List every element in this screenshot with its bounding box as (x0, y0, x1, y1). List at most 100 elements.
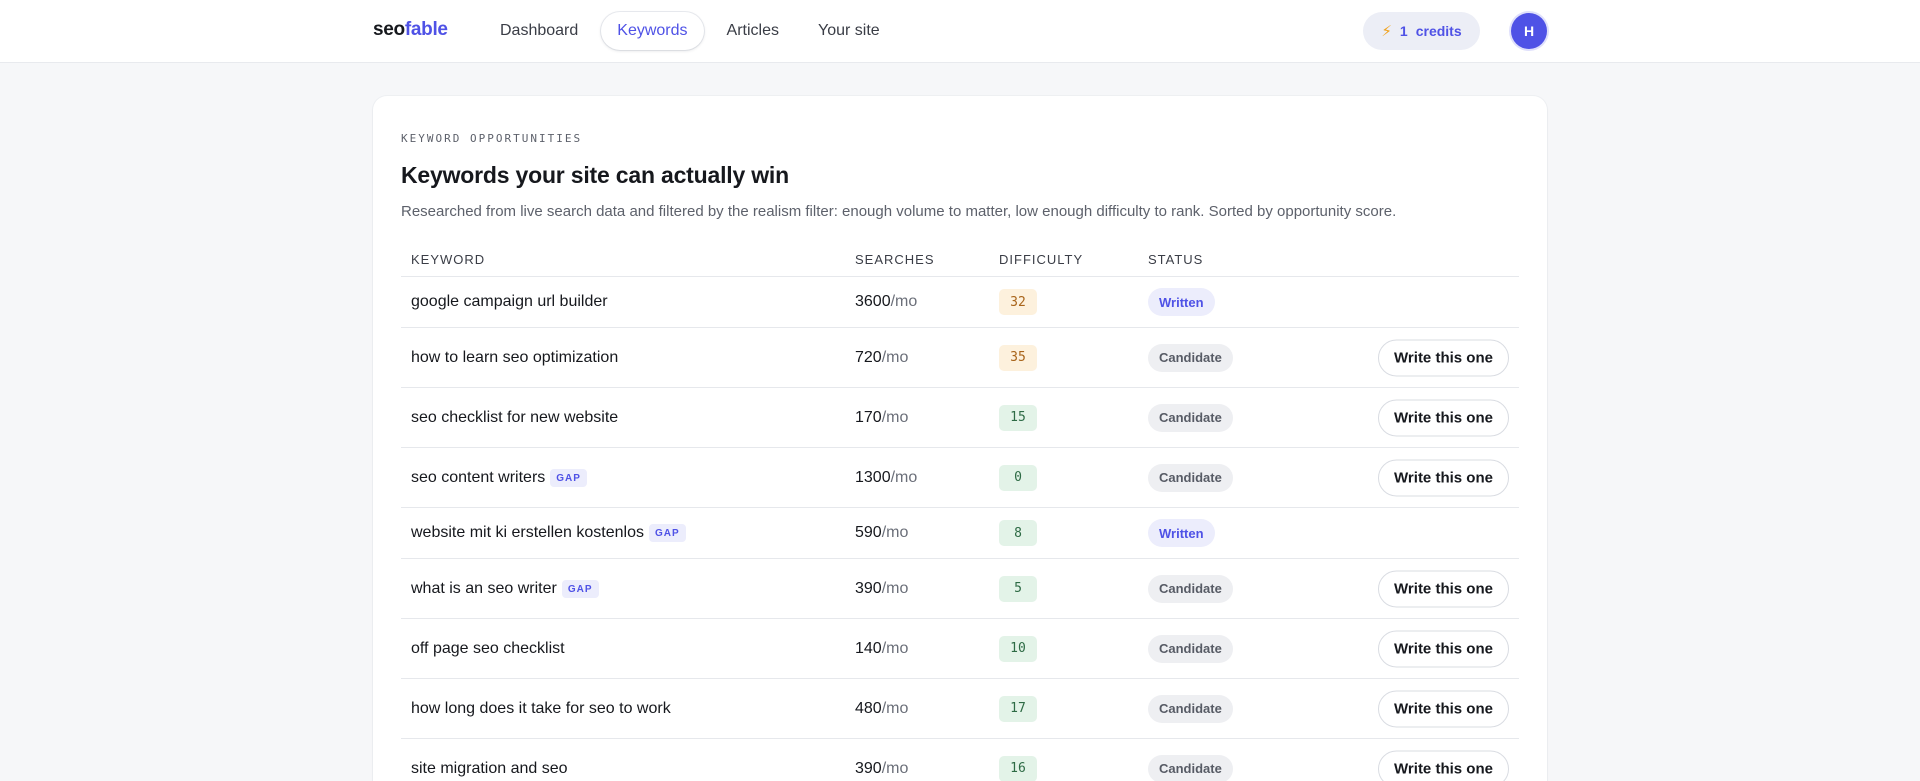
gap-badge: GAP (648, 524, 686, 542)
difficulty-badge: 0 (999, 464, 1037, 491)
keyword-cell: off page seo checklist (411, 640, 565, 658)
keyword-text: what is an seo writer (411, 579, 557, 597)
keyword-text: off page seo checklist (411, 639, 565, 657)
status-badge: Candidate (1148, 634, 1233, 663)
keyword-cell: seo content writers GAP (411, 468, 587, 487)
searches-unit: /mo (881, 699, 909, 717)
keywords-table: KEYWORD SEARCHES DIFFICULTY STATUS googl… (401, 242, 1519, 781)
page-subtitle: Researched from live search data and fil… (401, 203, 1397, 220)
tab-articles[interactable]: Articles (726, 22, 779, 39)
table-row: seo checklist for new website 170/mo 15 Can… (401, 388, 1519, 448)
status-badge: Written (1148, 519, 1215, 547)
searches-value: 590 (855, 524, 882, 541)
difficulty-badge: 10 (999, 635, 1037, 662)
tab-your-site[interactable]: Your site (817, 22, 880, 39)
keyword-text: seo content writers (411, 468, 546, 486)
status-badge: Candidate (1148, 463, 1233, 492)
searches-value: 140 (855, 639, 882, 657)
table-row: site migration and seo 390/mo 16 Candidate W… (401, 739, 1519, 781)
searches-unit: /mo (881, 639, 909, 657)
tab-keywords[interactable]: Keywords (601, 12, 704, 50)
status-badge: Candidate (1148, 574, 1233, 603)
section-eyebrow: KEYWORD OPPORTUNITIES (401, 132, 583, 145)
status-badge: Candidate (1148, 403, 1233, 432)
searches-unit: /mo (881, 408, 909, 426)
keyword-cell: how to learn seo optimization (411, 349, 618, 367)
searches-cell: 170/mo (855, 409, 908, 427)
user-avatar[interactable]: H (1511, 13, 1547, 49)
status-badge: Candidate (1148, 694, 1233, 723)
searches-unit: /mo (881, 348, 909, 366)
searches-cell: 140/mo (855, 640, 908, 658)
keyword-opportunities-card: KEYWORD OPPORTUNITIES Keywords your site… (373, 96, 1547, 781)
difficulty-badge: 16 (999, 755, 1037, 781)
write-this-one-button[interactable]: Write this one (1378, 630, 1509, 667)
difficulty-badge: 17 (999, 695, 1037, 722)
keyword-text: site migration and seo (411, 759, 568, 777)
write-this-one-button[interactable]: Write this one (1378, 690, 1509, 727)
logo-text-part2: fable (404, 19, 448, 40)
difficulty-badge: 5 (999, 575, 1037, 602)
searches-unit: /mo (890, 468, 918, 486)
write-this-one-button[interactable]: Write this one (1378, 570, 1509, 607)
header-keyword: KEYWORD (411, 251, 486, 267)
keyword-cell: site migration and seo (411, 760, 568, 778)
searches-value: 3600 (855, 293, 891, 310)
searches-unit: /mo (890, 293, 918, 310)
keyword-text: google campaign url builder (411, 293, 608, 310)
searches-unit: /mo (881, 524, 909, 541)
table-row: off page seo checklist 140/mo 10 Candidate W… (401, 619, 1519, 679)
searches-cell: 1300/mo (855, 469, 917, 487)
table-row: seo content writers GAP 1300/mo 0 Candidate W… (401, 448, 1519, 508)
table-row: how to learn seo optimization 720/mo 35 Can… (401, 328, 1519, 388)
table-row: website mit ki erstellen kostenlos GAP 590… (401, 508, 1519, 559)
table-body: google campaign url builder 3600/mo 32 Writ… (401, 277, 1519, 781)
table-row: how long does it take for seo to work 480… (401, 679, 1519, 739)
keyword-cell: what is an seo writer GAP (411, 579, 599, 598)
searches-value: 390 (855, 759, 882, 777)
difficulty-badge: 8 (999, 520, 1037, 546)
searches-unit: /mo (881, 579, 909, 597)
header-difficulty: DIFFICULTY (999, 251, 1084, 267)
keyword-text: how to learn seo optimization (411, 348, 619, 366)
main-nav: Dashboard Keywords Articles Your site (484, 12, 903, 50)
lightning-icon: ⚡ (1381, 23, 1392, 40)
keyword-text: how long does it take for seo to work (411, 699, 671, 717)
write-this-one-button[interactable]: Write this one (1378, 339, 1509, 376)
table-row: what is an seo writer GAP 390/mo 5 Candidate… (401, 559, 1519, 619)
keyword-cell: google campaign url builder (411, 293, 608, 311)
table-header: KEYWORD SEARCHES DIFFICULTY STATUS (401, 242, 1519, 277)
write-this-one-button[interactable]: Write this one (1378, 750, 1509, 781)
header-searches: SEARCHES (855, 251, 935, 267)
keyword-cell: website mit ki erstellen kostenlos GAP (411, 524, 686, 542)
keyword-text: website mit ki erstellen kostenlos (411, 524, 644, 541)
seofable-logo[interactable]: seofable (373, 19, 448, 41)
tab-dashboard[interactable]: Dashboard (500, 22, 579, 39)
keyword-cell: seo checklist for new website (411, 409, 618, 427)
difficulty-badge: 35 (999, 344, 1037, 371)
status-badge: Candidate (1148, 754, 1233, 781)
searches-cell: 720/mo (855, 349, 908, 367)
write-this-one-button[interactable]: Write this one (1378, 399, 1509, 436)
keyword-text: seo checklist for new website (411, 408, 619, 426)
top-navigation-bar: seofable Dashboard Keywords Articles You… (0, 0, 1920, 63)
searches-value: 480 (855, 699, 882, 717)
searches-value: 390 (855, 579, 882, 597)
searches-value: 720 (855, 348, 882, 366)
difficulty-badge: 32 (999, 289, 1037, 315)
difficulty-badge: 15 (999, 404, 1037, 431)
header-status: STATUS (1148, 251, 1204, 267)
status-badge: Candidate (1148, 343, 1233, 372)
gap-badge: GAP (550, 468, 587, 487)
credits-badge[interactable]: ⚡ 1 credits (1363, 12, 1480, 50)
gap-badge: GAP (561, 579, 599, 598)
searches-value: 170 (855, 408, 882, 426)
searches-cell: 390/mo (855, 580, 908, 598)
status-badge: Written (1148, 288, 1215, 316)
searches-cell: 3600/mo (855, 293, 917, 311)
keyword-cell: how long does it take for seo to work (411, 700, 671, 718)
credits-count: 1 (1399, 23, 1408, 39)
page-title: Keywords your site can actually win (401, 162, 789, 188)
searches-cell: 480/mo (855, 700, 908, 718)
write-this-one-button[interactable]: Write this one (1378, 459, 1509, 496)
